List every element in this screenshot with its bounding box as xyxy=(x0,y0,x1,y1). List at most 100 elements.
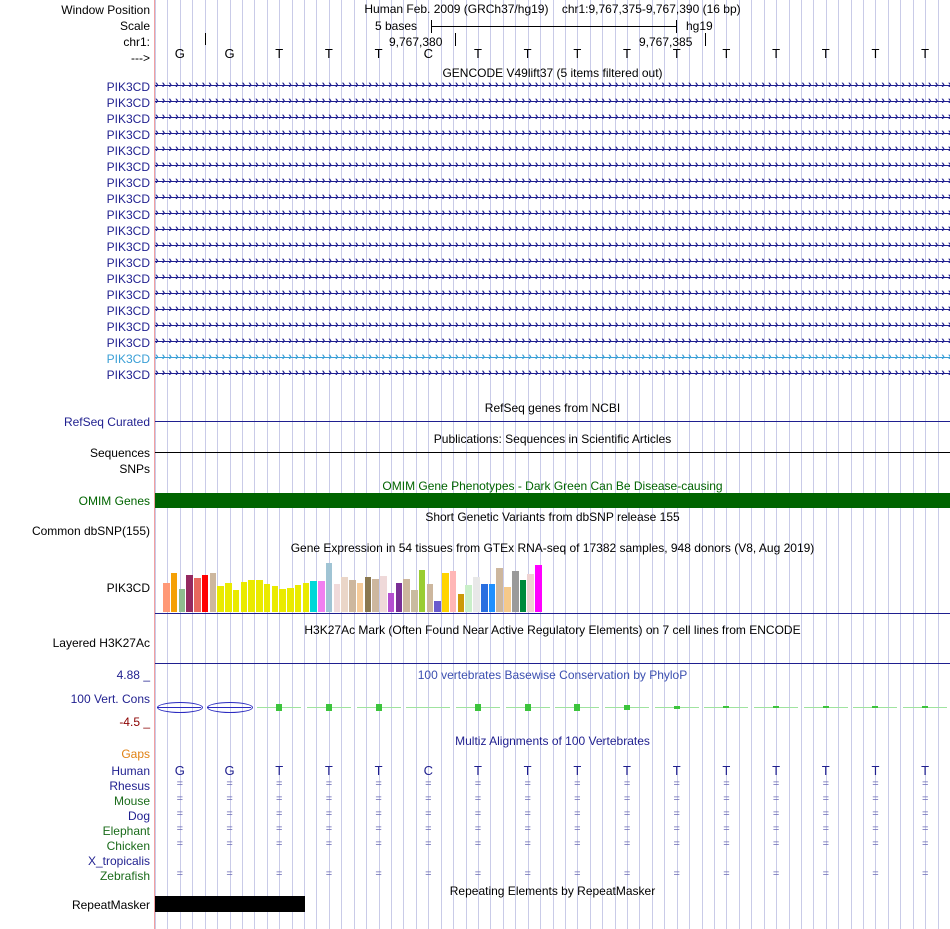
gtex-tissue-bar[interactable] xyxy=(186,575,193,612)
gtex-tissue-bar[interactable] xyxy=(411,590,418,612)
gencode-transcript-row[interactable]: ››››››››››››››››››››››››››››››››››››››››… xyxy=(155,304,950,315)
gtex-tissue-bar[interactable] xyxy=(488,583,496,612)
gencode-transcript-row[interactable]: ››››››››››››››››››››››››››››››››››››››››… xyxy=(155,368,950,379)
gtex-tissue-bar[interactable] xyxy=(380,576,387,612)
multiz-species-row[interactable]: = = = = = = = = = = = = = = = = xyxy=(155,794,950,808)
gtex-tissue-bar[interactable] xyxy=(256,579,263,612)
multiz-species-row[interactable] xyxy=(155,854,950,868)
gencode-gene-label[interactable]: PIK3CD xyxy=(106,336,150,350)
label-gtex-gene[interactable]: PIK3CD xyxy=(106,581,150,595)
gencode-gene-label[interactable]: PIK3CD xyxy=(106,176,150,190)
gtex-tissue-bar[interactable] xyxy=(232,590,240,612)
gtex-tissue-bar[interactable] xyxy=(403,578,410,612)
gtex-tissue-bar[interactable] xyxy=(465,584,472,612)
label-snps[interactable]: SNPs xyxy=(119,462,150,476)
gencode-gene-label[interactable]: PIK3CD xyxy=(106,320,150,334)
multiz-species-label[interactable]: Chicken xyxy=(106,839,150,853)
label-gaps[interactable]: Gaps xyxy=(121,747,150,761)
gencode-gene-label[interactable]: PIK3CD xyxy=(106,304,150,318)
multiz-species-label[interactable]: Human xyxy=(111,764,150,778)
gencode-gene-label[interactable]: PIK3CD xyxy=(106,256,150,270)
gtex-tissue-bar[interactable] xyxy=(294,584,302,612)
gencode-transcript-row[interactable]: ››››››››››››››››››››››››››››››››››››››››… xyxy=(155,320,950,331)
gencode-gene-label[interactable]: PIK3CD xyxy=(106,352,150,366)
gtex-tissue-bar[interactable] xyxy=(457,594,465,612)
label-sequences[interactable]: Sequences xyxy=(89,446,150,460)
gtex-tissue-bar[interactable] xyxy=(449,571,457,612)
gtex-tissue-bar[interactable] xyxy=(387,593,395,612)
multiz-species-label[interactable]: Mouse xyxy=(113,794,150,808)
gtex-tissue-bar[interactable] xyxy=(372,578,379,612)
multiz-species-row[interactable]: = = = = = = = = = = = = = = = = xyxy=(155,809,950,823)
multiz-species-row[interactable]: = = = = = = = = = = = = = = = = xyxy=(155,779,950,793)
gtex-tissue-bar[interactable] xyxy=(271,585,279,612)
gencode-transcript-row[interactable]: ››››››››››››››››››››››››››››››››››››››››… xyxy=(155,336,950,347)
gtex-tissue-bar[interactable] xyxy=(426,583,434,612)
gtex-tissue-bar[interactable] xyxy=(302,582,310,612)
gencode-gene-label[interactable]: PIK3CD xyxy=(106,144,150,158)
gtex-tissue-bar[interactable] xyxy=(341,577,348,612)
gtex-tissue-bar[interactable] xyxy=(194,577,201,612)
omim-gene-bar[interactable] xyxy=(155,493,950,508)
gtex-tissue-bar[interactable] xyxy=(279,589,286,612)
gencode-gene-label[interactable]: PIK3CD xyxy=(106,272,150,286)
gtex-tissue-bar[interactable] xyxy=(287,588,294,612)
gencode-transcript-row[interactable]: ››››››››››››››››››››››››››››››››››››››››… xyxy=(155,192,950,203)
gtex-tissue-bar[interactable] xyxy=(163,582,170,612)
label-100-vert-cons[interactable]: 100 Vert. Cons xyxy=(70,692,150,706)
gencode-transcript-row[interactable]: ››››››››››››››››››››››››››››››››››››››››… xyxy=(155,128,950,139)
gtex-tissue-bar[interactable] xyxy=(511,571,519,612)
gtex-tissue-bar[interactable] xyxy=(519,579,527,612)
multiz-species-label[interactable]: Zebrafish xyxy=(99,869,150,883)
gencode-transcript-row[interactable]: ››››››››››››››››››››››››››››››››››››››››… xyxy=(155,208,950,219)
gencode-transcript-row[interactable]: ››››››››››››››››››››››››››››››››››››››››… xyxy=(155,256,950,267)
multiz-species-label[interactable]: Dog xyxy=(127,809,150,823)
repeatmasker-feature-box[interactable] xyxy=(155,896,305,912)
multiz-species-label[interactable]: Rhesus xyxy=(109,779,150,793)
gtex-tissue-bar[interactable] xyxy=(318,580,325,612)
multiz-species-row[interactable]: = = = = = = = = = = = = = = = = xyxy=(155,824,950,838)
gencode-transcript-row[interactable]: ››››››››››››››››››››››››››››››››››››››››… xyxy=(155,176,950,187)
label-repeatmasker[interactable]: RepeatMasker xyxy=(71,898,150,912)
multiz-species-row[interactable]: = = = = = = = = = = = = = = = = xyxy=(155,839,950,853)
multiz-species-label[interactable]: X_tropicalis xyxy=(87,854,150,868)
gencode-transcript-row[interactable]: ››››››››››››››››››››››››››››››››››››››››… xyxy=(155,96,950,107)
gtex-tissue-bar[interactable] xyxy=(325,562,333,612)
gtex-tissue-bar[interactable] xyxy=(225,582,232,612)
multiz-species-row[interactable]: = = = = = = = = = = = = = = = = xyxy=(155,869,950,883)
gencode-transcript-row[interactable]: ››››››››››››››››››››››››››››››››››››››››… xyxy=(155,160,950,171)
gtex-tissue-bar[interactable] xyxy=(535,564,542,612)
publications-feature-line[interactable] xyxy=(155,452,950,453)
gencode-gene-label[interactable]: PIK3CD xyxy=(106,224,150,238)
gtex-tissue-bar[interactable] xyxy=(473,577,480,612)
gtex-tissue-bar[interactable] xyxy=(442,573,449,612)
gtex-tissue-bar[interactable] xyxy=(418,570,426,612)
label-refseq-curated[interactable]: RefSeq Curated xyxy=(63,415,150,429)
gencode-gene-label[interactable]: PIK3CD xyxy=(106,128,150,142)
label-layered-h3k27ac[interactable]: Layered H3K27Ac xyxy=(52,636,150,650)
gencode-gene-label[interactable]: PIK3CD xyxy=(106,288,150,302)
gencode-gene-label[interactable]: PIK3CD xyxy=(106,240,150,254)
browser-data-panel[interactable] xyxy=(155,0,950,929)
gtex-tissue-bar[interactable] xyxy=(496,567,504,612)
label-omim-genes[interactable]: OMIM Genes xyxy=(78,494,150,508)
gtex-tissue-bar[interactable] xyxy=(201,575,209,612)
gencode-gene-label[interactable]: PIK3CD xyxy=(106,80,150,94)
gtex-tissue-bar[interactable] xyxy=(170,573,178,612)
gtex-tissue-bar[interactable] xyxy=(364,577,372,612)
multiz-species-label[interactable]: Elephant xyxy=(102,824,150,838)
label-common-dbsnp[interactable]: Common dbSNP(155) xyxy=(31,524,150,538)
gtex-tissue-bar[interactable] xyxy=(310,580,317,612)
gtex-tissue-bar[interactable] xyxy=(248,579,255,612)
gtex-tissue-bar[interactable] xyxy=(349,579,356,612)
gtex-tissue-bar[interactable] xyxy=(178,589,186,612)
gencode-transcript-row[interactable]: ››››››››››››››››››››››››››››››››››››››››… xyxy=(155,288,950,299)
gencode-gene-label[interactable]: PIK3CD xyxy=(106,160,150,174)
gtex-tissue-bar[interactable] xyxy=(333,583,341,612)
gtex-tissue-bar[interactable] xyxy=(356,582,364,612)
gencode-gene-label[interactable]: PIK3CD xyxy=(106,368,150,382)
gtex-tissue-bar[interactable] xyxy=(504,587,511,612)
gtex-tissue-bar[interactable] xyxy=(217,585,224,612)
gencode-gene-label[interactable]: PIK3CD xyxy=(106,112,150,126)
